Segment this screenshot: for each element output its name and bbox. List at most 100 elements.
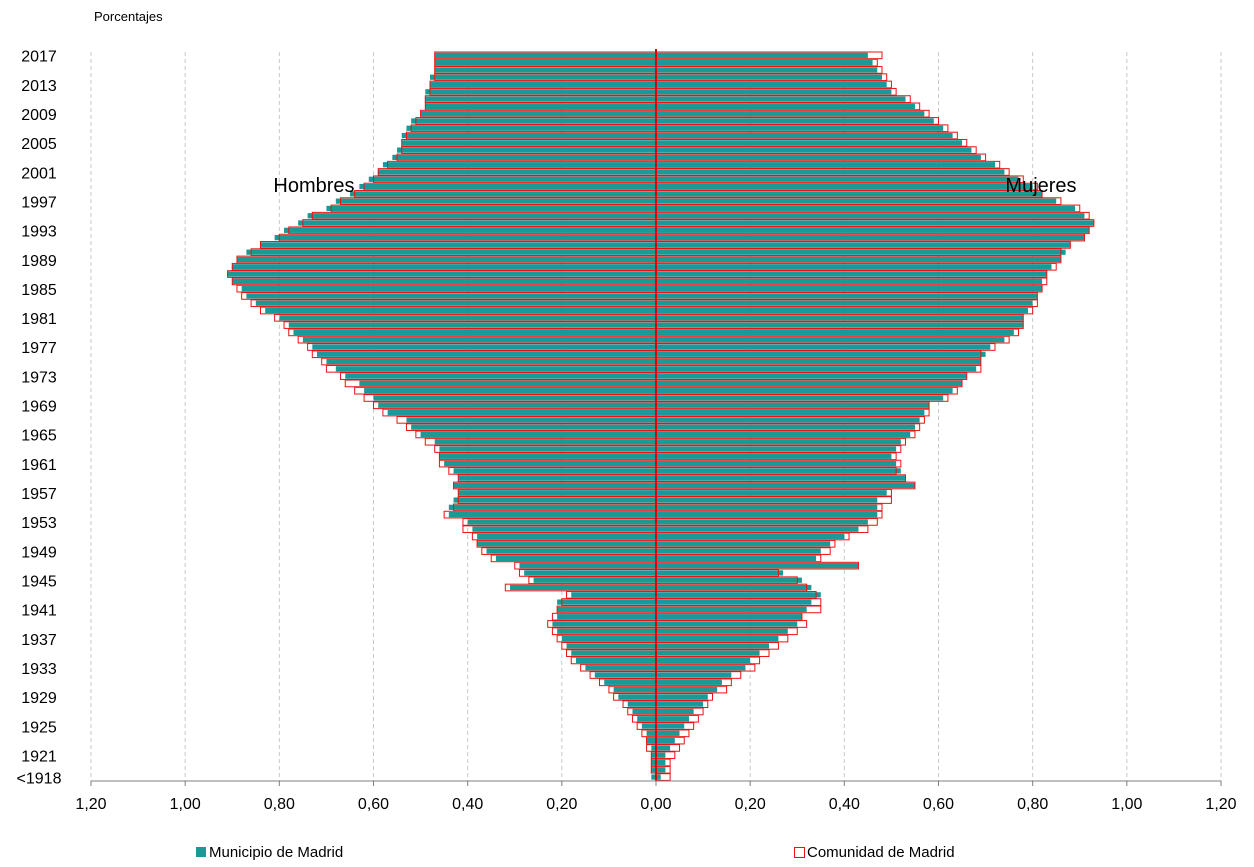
bar-municipio-men — [293, 329, 656, 335]
bar-municipio-women — [656, 679, 722, 685]
bar-municipio-women — [656, 694, 708, 700]
bar-municipio-men — [575, 657, 656, 664]
bar-municipio-men — [227, 271, 656, 277]
bar-municipio-men — [335, 198, 656, 204]
bar-municipio-women — [656, 169, 1005, 175]
legend-swatch-municipio — [196, 847, 206, 857]
bar-municipio-men — [552, 621, 656, 627]
bar-municipio-men — [510, 584, 656, 591]
bar-municipio-women — [656, 614, 802, 620]
y-tick-label: 1993 — [21, 224, 57, 241]
bar-municipio-men — [434, 60, 656, 66]
bar-municipio-women — [656, 111, 925, 117]
bar-municipio-women — [656, 162, 995, 168]
bar-municipio-men — [302, 337, 656, 343]
bar-municipio-women — [656, 358, 981, 365]
bar-municipio-men — [557, 606, 656, 613]
y-tick-label: 1981 — [21, 311, 57, 328]
bar-municipio-men — [533, 577, 656, 583]
bar-municipio-women — [656, 52, 868, 58]
bar-municipio-women — [656, 74, 882, 80]
y-tick-label: 1945 — [21, 574, 57, 591]
x-tick-label: 1,20 — [75, 796, 106, 813]
bar-municipio-women — [656, 125, 944, 131]
y-tick-label: 1933 — [21, 661, 57, 678]
bar-municipio-men — [458, 475, 656, 481]
unit-label: Porcentajes — [94, 9, 163, 24]
bar-municipio-women — [656, 300, 1033, 306]
bar-municipio-men — [317, 351, 656, 357]
bar-municipio-men — [349, 191, 656, 197]
bar-municipio-women — [656, 329, 1014, 335]
bar-municipio-men — [265, 307, 656, 314]
bar-municipio-women — [656, 453, 892, 459]
hombres-label: Hombres — [273, 175, 354, 197]
bar-municipio-men — [411, 424, 656, 430]
y-tick-label: 1937 — [21, 632, 57, 649]
bar-municipio-women — [656, 628, 788, 634]
bar-municipio-women — [656, 431, 911, 438]
y-tick-label: 1965 — [21, 428, 57, 445]
bar-municipio-women — [656, 220, 1094, 226]
bar-municipio-men — [430, 81, 656, 88]
bar-municipio-women — [656, 686, 718, 693]
bar-municipio-women — [656, 198, 1057, 204]
y-tick-label: 1953 — [21, 515, 57, 532]
y-tick-label: 1973 — [21, 369, 57, 386]
y-tick-label: 1961 — [21, 457, 57, 474]
y-tick-label: 1957 — [21, 486, 57, 503]
bar-municipio-men — [453, 497, 656, 503]
y-tick-label: 1925 — [21, 719, 57, 736]
bar-municipio-men — [604, 679, 656, 685]
bar-municipio-women — [656, 730, 680, 736]
bar-municipio-women — [656, 286, 1043, 292]
bar-municipio-men — [288, 322, 656, 328]
bar-municipio-women — [656, 759, 666, 766]
bar-municipio-men — [651, 767, 656, 773]
bar-municipio-men — [524, 570, 656, 576]
bar-municipio-men — [571, 592, 656, 598]
bar-municipio-men — [411, 118, 656, 124]
bar-municipio-men — [241, 286, 656, 292]
bar-municipio-women — [656, 737, 675, 744]
bar-municipio-men — [651, 759, 656, 766]
bar-municipio-men — [618, 694, 656, 700]
x-tick-label: 0,40 — [452, 796, 483, 813]
bar-municipio-men — [364, 388, 656, 394]
bar-municipio-men — [312, 344, 656, 350]
bar-municipio-men — [519, 563, 656, 569]
legend-label-comunidad: Comunidad de Madrid — [807, 844, 955, 861]
y-tick-label: 1969 — [21, 399, 57, 416]
bar-municipio-women — [656, 701, 704, 707]
bar-municipio-women — [656, 147, 972, 153]
bar-municipio-women — [656, 409, 925, 416]
bar-municipio-women — [656, 132, 953, 139]
bar-municipio-women — [656, 154, 981, 161]
bar-municipio-men — [566, 643, 656, 649]
bar-municipio-women — [656, 373, 967, 379]
y-tick-label: 1985 — [21, 282, 57, 299]
bar-municipio-men — [420, 111, 656, 117]
bar-municipio-men — [434, 52, 656, 58]
bar-municipio-men — [557, 599, 656, 605]
bar-municipio-women — [656, 767, 666, 773]
bar-municipio-women — [656, 490, 887, 496]
bar-municipio-women — [656, 205, 1076, 212]
bar-municipio-men — [439, 446, 656, 452]
bar-municipio-women — [656, 227, 1090, 233]
bar-municipio-women — [656, 497, 878, 503]
y-tick-label: 1997 — [21, 194, 57, 211]
bar-municipio-men — [359, 183, 656, 190]
x-tick-label: 0,60 — [358, 796, 389, 813]
y-tick-label: <1918 — [17, 770, 62, 787]
bar-municipio-men — [425, 103, 656, 110]
bar-municipio-women — [656, 716, 689, 722]
bar-municipio-men — [279, 315, 656, 321]
bar-municipio-women — [656, 504, 878, 510]
bar-municipio-women — [656, 256, 1061, 263]
bar-municipio-women — [656, 460, 897, 467]
bar-municipio-women — [656, 592, 821, 598]
x-tick-label: 0,60 — [923, 796, 954, 813]
bar-municipio-men — [326, 205, 656, 212]
bar-municipio-men — [298, 220, 656, 226]
